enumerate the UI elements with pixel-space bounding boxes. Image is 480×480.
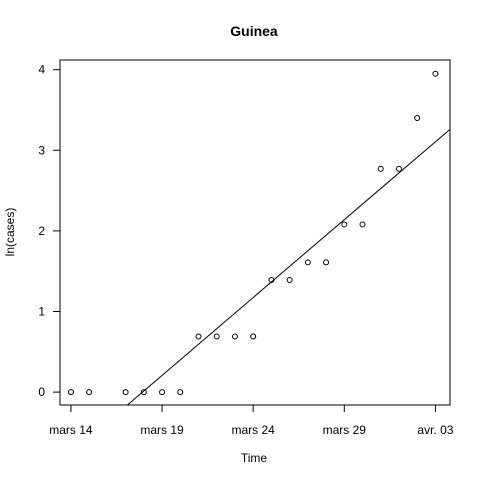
regression-line-group bbox=[127, 128, 451, 406]
y-tick-label: 3 bbox=[38, 143, 45, 157]
chart-title: Guinea bbox=[230, 23, 278, 39]
data-point bbox=[213, 333, 220, 340]
data-point bbox=[341, 221, 348, 228]
y-axis: 0 1 2 3 4 bbox=[38, 63, 60, 399]
data-point bbox=[140, 389, 147, 396]
data-point bbox=[122, 389, 129, 396]
data-point bbox=[250, 333, 257, 340]
x-axis: mars 14 mars 19 mars 24 mars 29 avr. 03 bbox=[49, 405, 454, 437]
data-point bbox=[304, 259, 311, 266]
data-point bbox=[177, 389, 184, 396]
y-tick-label: 4 bbox=[38, 63, 45, 77]
data-point bbox=[231, 333, 238, 340]
regression-line bbox=[127, 128, 451, 406]
x-tick-label: mars 24 bbox=[231, 423, 275, 437]
x-tick-label: mars 19 bbox=[140, 423, 184, 437]
data-points bbox=[67, 70, 439, 396]
x-axis-label: Time bbox=[241, 451, 268, 465]
x-tick-label: mars 14 bbox=[49, 423, 93, 437]
data-point bbox=[323, 259, 330, 266]
y-axis-label: ln(cases) bbox=[3, 208, 17, 257]
data-point bbox=[377, 165, 384, 172]
data-point bbox=[286, 277, 293, 284]
x-tick-label: avr. 03 bbox=[417, 423, 453, 437]
plot-frame bbox=[59, 59, 451, 406]
y-tick-label: 2 bbox=[38, 224, 45, 238]
data-point bbox=[86, 389, 93, 396]
data-point bbox=[414, 115, 421, 122]
data-point bbox=[395, 165, 402, 172]
data-point bbox=[195, 333, 202, 340]
data-point bbox=[159, 389, 166, 396]
data-point bbox=[359, 221, 366, 228]
data-point bbox=[67, 389, 74, 396]
y-tick-label: 0 bbox=[38, 385, 45, 399]
data-point bbox=[432, 70, 439, 77]
x-tick-label: mars 29 bbox=[323, 423, 367, 437]
y-tick-label: 1 bbox=[38, 304, 45, 318]
